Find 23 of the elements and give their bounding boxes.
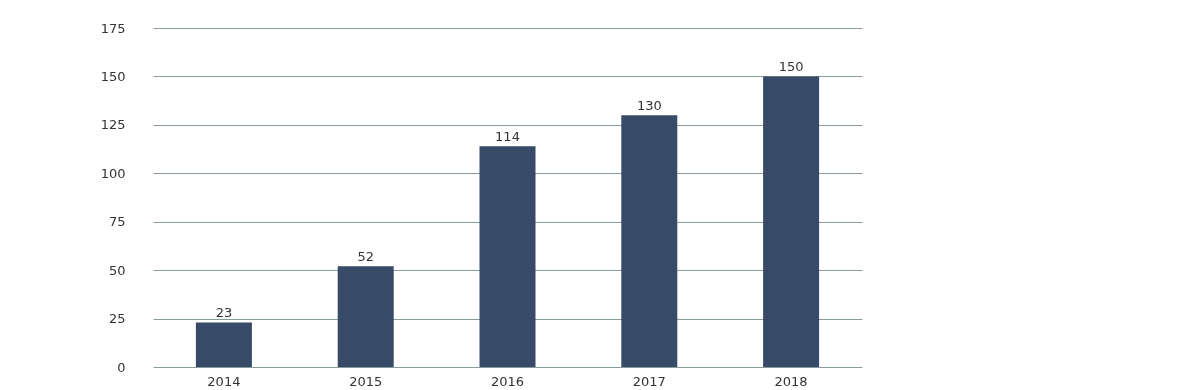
x-tick-label: 2014 — [207, 373, 241, 389]
y-tick-label: 50 — [108, 262, 126, 278]
bar — [479, 146, 536, 367]
bar — [195, 322, 252, 367]
x-tick-label: 2016 — [490, 373, 525, 389]
y-tick-label: 75 — [108, 214, 126, 230]
bar — [337, 266, 394, 367]
data-label: 52 — [357, 249, 374, 265]
y-tick-label: 25 — [108, 311, 126, 327]
data-label: 23 — [215, 305, 233, 321]
x-tick-label: 2015 — [349, 373, 383, 389]
x-tick-label: 2017 — [632, 373, 666, 389]
y-tick-label: 125 — [100, 117, 126, 133]
bar — [621, 115, 678, 367]
y-tick-label: 100 — [100, 165, 126, 181]
data-label: 130 — [636, 98, 662, 114]
y-tick-label: 150 — [100, 68, 126, 84]
y-tick-label: 0 — [117, 359, 126, 375]
x-tick-label: 2018 — [774, 373, 808, 389]
bar — [763, 76, 820, 367]
data-label: 150 — [778, 59, 804, 75]
y-tick-label: 175 — [100, 20, 126, 36]
data-label: 114 — [495, 129, 520, 145]
